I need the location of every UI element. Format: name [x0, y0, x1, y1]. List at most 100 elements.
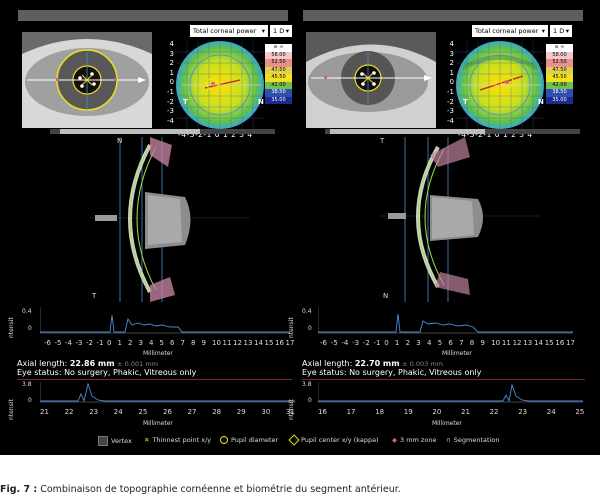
colorbar-cell: 45.50 [265, 74, 292, 82]
diamond-marker-icon [288, 434, 300, 446]
map-y-tick: -4 [167, 116, 174, 125]
right-mm-label: Millimeter [442, 350, 472, 357]
right-map-type-value: Total corneal power [475, 27, 539, 35]
left-axial-length: Axial length: 22.86 mm ± 0.001 mm [17, 359, 158, 368]
axis-tick-label: 8 [191, 339, 196, 347]
left-axial-label: Axial length: [17, 359, 68, 368]
colorbar-cell: 35.00 [546, 96, 573, 104]
right-eye-status: Eye status: No surgery, Phakic, Vitreous… [302, 368, 482, 377]
map-y-tick: -1 [167, 88, 174, 96]
left-axial-plot-tick-top: 3.8 [22, 381, 32, 388]
right-horizontal-scrollbar[interactable] [325, 129, 580, 134]
axis-tick-label: 11 [501, 339, 511, 347]
legend-pupil-diameter-label: Pupil diameter [231, 436, 279, 444]
left-divider [17, 379, 292, 380]
axis-tick-label: 11 [222, 339, 232, 347]
left-map-type-value: Total corneal power [193, 27, 257, 35]
map-y-tick: 0 [449, 78, 454, 87]
left-axial-x-label: Millimeter [143, 420, 173, 427]
axis-tick-label: 22 [489, 408, 499, 416]
left-map-x-ticks: -4-3-2-1 0 1 2 3 4 [178, 130, 253, 139]
left-map-type-dropdown[interactable]: Total corneal power ▾ [190, 25, 268, 37]
axis-tick-label: 22 [64, 408, 74, 416]
axis-tick-label: -5 [54, 339, 62, 347]
axis-tick-label: 6 [170, 339, 175, 347]
map-y-tick: 2 [449, 59, 454, 68]
axis-tick-label: 16 [555, 339, 565, 347]
right-corneal-map [455, 40, 545, 130]
colorbar-cell: 35.00 [265, 96, 292, 104]
legend-thinnest-point: ✕ Thinnest point x/y [144, 436, 211, 444]
right-map-x-ticks: -4-3-2-1 0 1 2 3 4 [458, 130, 533, 139]
right-axial-value: 22.70 mm [354, 359, 400, 368]
map-y-tick: -1 [447, 88, 454, 96]
right-colorbar: ≥ ∞ 58.00 52.50 47.50 45.50 42.00 38.50 35.00 [546, 44, 573, 104]
map-y-tick: 1 [449, 68, 454, 77]
caption-text: Combinaison de topographie cornéenne et … [37, 484, 401, 495]
left-map-letter-n: N [258, 98, 264, 106]
axis-tick-label: 17 [346, 408, 356, 416]
axis-tick-label: 25 [138, 408, 148, 416]
axis-tick-label: 31 [286, 408, 295, 416]
axis-tick-label: 5 [437, 339, 443, 347]
map-y-tick: -3 [447, 107, 454, 116]
zone-marker-icon: ◆ [392, 436, 397, 444]
axis-tick-label: 12 [512, 339, 522, 347]
axis-tick-label: 2 [128, 339, 133, 347]
map-y-tick: 2 [169, 59, 174, 68]
left-mm-label: Millimeter [143, 350, 173, 357]
right-map-type-dropdown[interactable]: Total corneal power ▾ [472, 25, 548, 37]
right-intensity-label: ntensit [288, 317, 295, 338]
right-axial-label: Axial length: [302, 359, 353, 368]
left-intensity-label: ntensit [8, 317, 15, 338]
left-step-dropdown[interactable]: 1 D ▾ [270, 25, 292, 37]
right-step-dropdown[interactable]: 1 D ▾ [550, 25, 572, 37]
chevron-down-icon: ▾ [541, 27, 545, 35]
axis-tick-label: 6 [448, 339, 453, 347]
axis-tick-label: 25 [575, 408, 585, 416]
left-scroll-thumb[interactable] [60, 129, 200, 134]
right-scroll-thumb[interactable] [330, 129, 485, 134]
axis-tick-label: 14 [534, 339, 543, 347]
axis-tick-label: 23 [89, 408, 99, 416]
axis-tick-label: -5 [330, 339, 338, 347]
axis-tick-label: -1 [96, 339, 104, 347]
right-axial-plot [318, 382, 583, 403]
axis-tick-label: 21 [461, 408, 470, 416]
right-axial-plot-label: ntensit [288, 399, 295, 420]
axis-tick-label: 21 [40, 408, 49, 416]
right-map-letter-n: N [538, 98, 544, 106]
left-map-letter-t: T [183, 98, 188, 106]
axis-tick-label: -6 [320, 339, 327, 347]
left-eye-status: Eye status: No surgery, Phakic, Vitreous… [17, 368, 197, 377]
left-oct-bottom-letter: T [92, 292, 97, 300]
left-eye-photo [22, 32, 152, 128]
map-y-tick: 1 [169, 68, 174, 77]
segmentation-marker-icon: ∩ [446, 436, 451, 444]
axis-tick-label: 14 [254, 339, 263, 347]
left-horizontal-scrollbar[interactable] [50, 129, 275, 134]
figure-caption: Fig. 7 : Combinaison de topographie corn… [0, 484, 401, 495]
colorbar-cell: 47.50 [546, 66, 573, 74]
legend-3mm-zone: ◆ 3 mm zone [392, 436, 436, 444]
caption-prefix: Fig. 7 : [0, 484, 38, 495]
axis-tick-label: 7 [459, 339, 464, 347]
axis-tick-label: -2 [362, 339, 370, 347]
axis-tick-label: -4 [65, 339, 72, 347]
axis-tick-label: 16 [318, 408, 327, 416]
axis-tick-label: -1 [373, 339, 381, 347]
axis-tick-label: 28 [212, 408, 222, 416]
axis-tick-label: 17 [285, 339, 295, 347]
left-axial-plot [40, 382, 295, 403]
right-eye-photo [306, 32, 436, 128]
colorbar-cell: 58.00 [546, 51, 573, 59]
colorbar-cell: 47.50 [265, 66, 292, 74]
right-step-value: 1 D [553, 27, 565, 35]
axis-tick-label: 10 [212, 339, 221, 347]
map-y-tick: 0 [169, 78, 174, 87]
left-corneal-map [175, 40, 265, 130]
left-axial-value: 22.86 mm [69, 359, 115, 368]
axis-tick-label: 24 [113, 408, 123, 416]
axis-tick-label: 23 [518, 408, 528, 416]
axis-tick-label: 26 [163, 408, 172, 416]
